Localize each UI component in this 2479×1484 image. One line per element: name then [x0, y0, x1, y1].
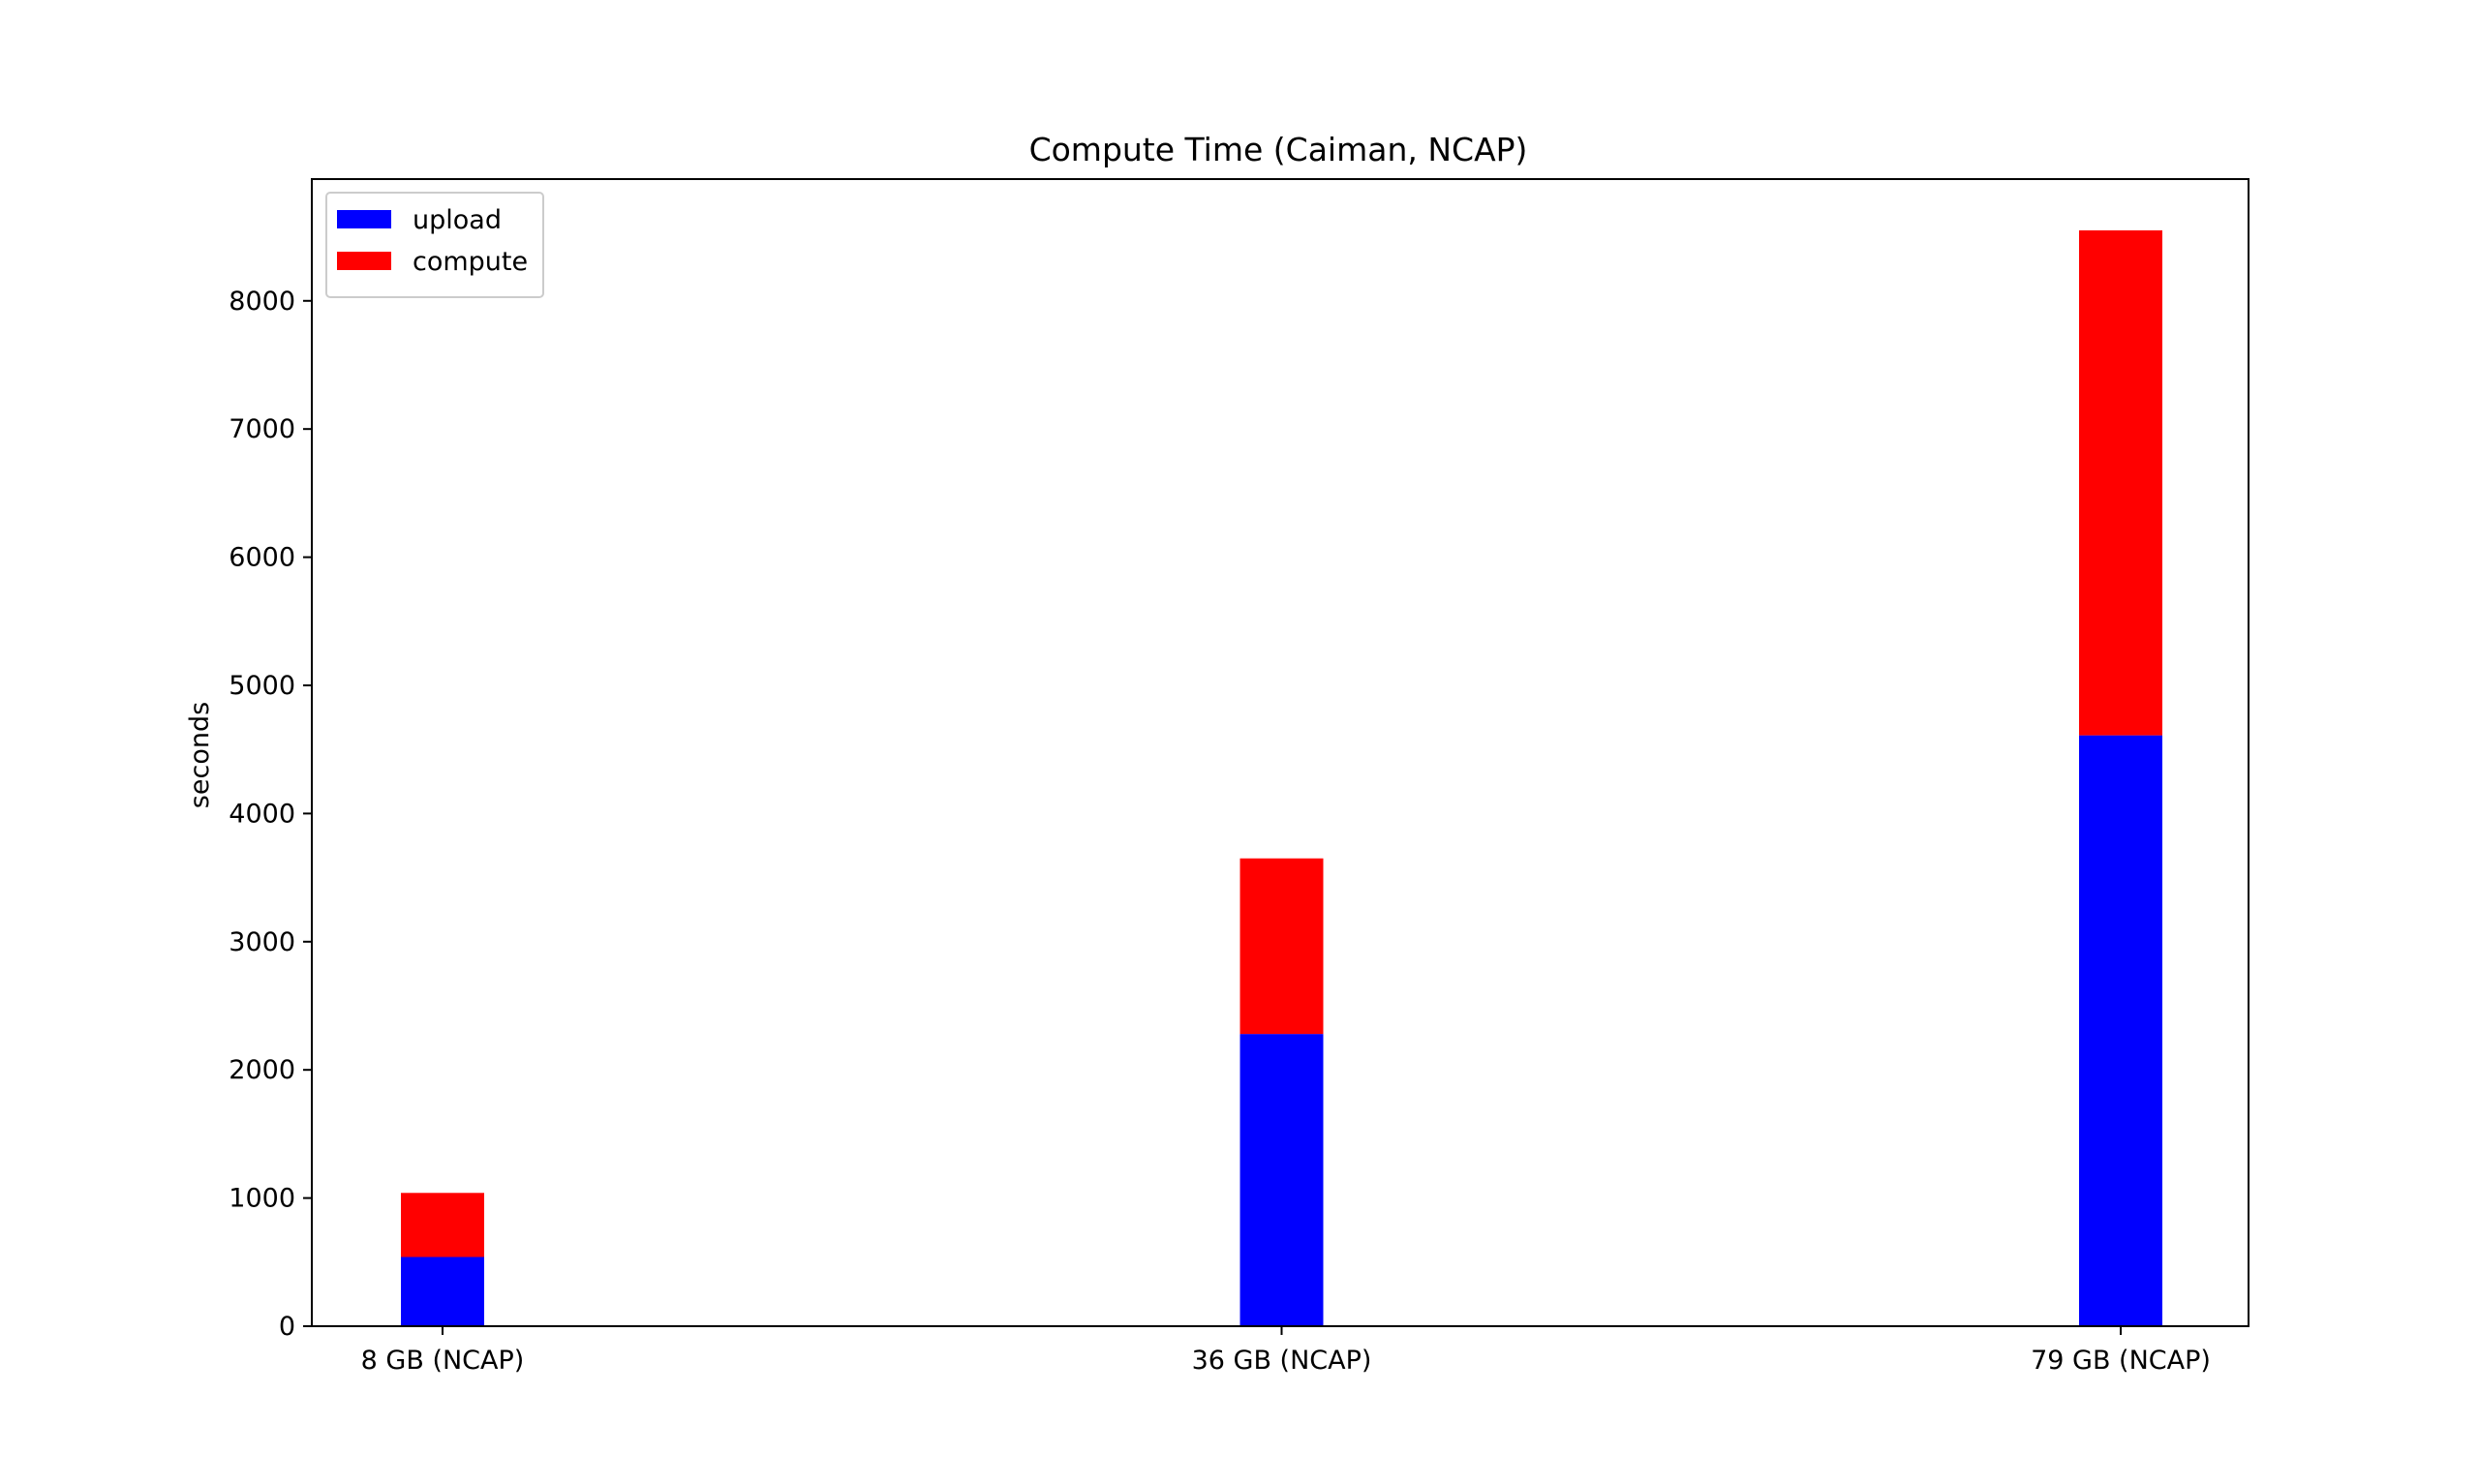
x-tick-label-2: 79 GB (NCAP)	[2031, 1346, 2211, 1376]
legend-label-upload: upload	[413, 205, 502, 235]
bar-upload-2	[2079, 735, 2162, 1326]
y-tick-label-1: 1000	[229, 1184, 295, 1214]
bars-layer	[401, 229, 2162, 1326]
y-tick-label-3: 3000	[229, 927, 295, 957]
y-tick-label-0: 0	[279, 1312, 295, 1342]
y-tick-label-2: 2000	[229, 1055, 295, 1085]
y-axis-label: seconds	[185, 702, 215, 808]
legend: upload compute	[325, 192, 544, 298]
chart-title: Compute Time (Caiman, NCAP)	[1029, 131, 1528, 168]
y-tick-label-5: 5000	[229, 671, 295, 701]
bar-compute-0	[401, 1193, 484, 1257]
legend-swatch-compute	[337, 252, 391, 270]
x-tick-label-0: 8 GB (NCAP)	[361, 1346, 525, 1376]
y-axis-ticks: 0 1000 2000 3000 4000 5000 6000 7000 8000	[229, 287, 312, 1342]
legend-swatch-upload	[337, 210, 391, 228]
plot-frame	[311, 178, 2249, 1327]
x-axis-ticks: 8 GB (NCAP) 36 GB (NCAP) 79 GB (NCAP)	[361, 1326, 2211, 1376]
y-tick-label-8: 8000	[229, 287, 295, 317]
bar-compute-2	[2079, 229, 2162, 736]
y-tick-label-4: 4000	[229, 799, 295, 829]
y-tick-label-6: 6000	[229, 543, 295, 573]
bar-upload-0	[401, 1257, 484, 1326]
x-tick-label-1: 36 GB (NCAP)	[1192, 1346, 1372, 1376]
legend-label-compute: compute	[413, 247, 528, 277]
bar-upload-1	[1240, 1034, 1324, 1326]
bar-compute-1	[1240, 858, 1324, 1035]
y-tick-label-7: 7000	[229, 414, 295, 444]
